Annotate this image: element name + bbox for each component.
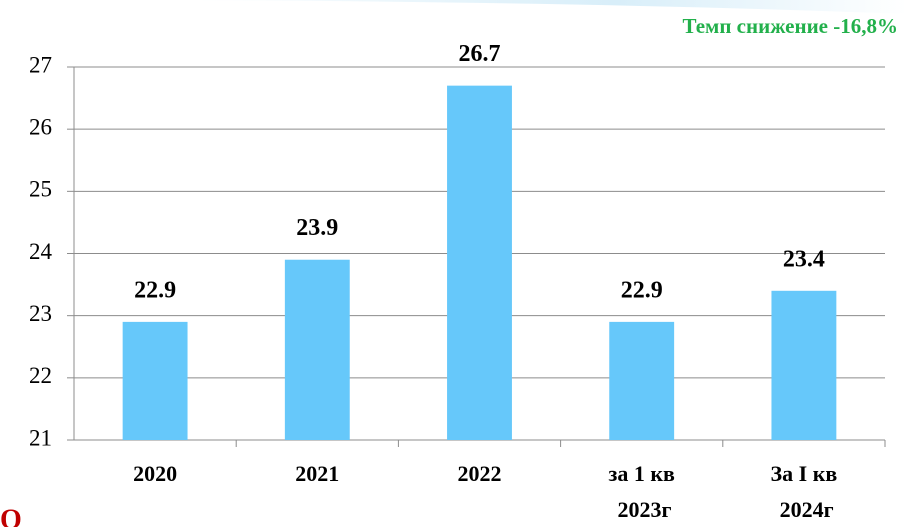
value-label: 23.9 [296,215,338,241]
bar [609,321,675,440]
x-tick-label: За I кв 2024г [771,461,838,522]
footer-text: О [0,504,22,527]
y-tick-label: 24 [29,239,53,264]
y-tick-label: 27 [29,52,52,77]
bar [284,259,350,440]
y-tick-label: 23 [29,301,52,326]
x-tick-label: 2020 [133,461,177,486]
x-tick-label: 2022 [458,461,502,486]
y-tick-label: 26 [29,114,52,139]
bar [447,85,512,441]
x-tick-label: 2021 [295,461,339,486]
bar [771,290,837,440]
decor [180,0,907,14]
value-label: 23.4 [783,246,825,272]
y-tick-label: 21 [29,425,52,450]
value-label: 22.9 [134,277,176,303]
x-tick-label: за 1 кв 2023г [608,461,675,522]
y-tick-label: 25 [29,177,52,202]
annotation: Темп снижение -16,8% [683,14,899,38]
bar [122,321,188,440]
value-label: 26.7 [459,41,501,67]
value-label: 22.9 [621,277,663,303]
y-tick-label: 22 [29,363,52,388]
